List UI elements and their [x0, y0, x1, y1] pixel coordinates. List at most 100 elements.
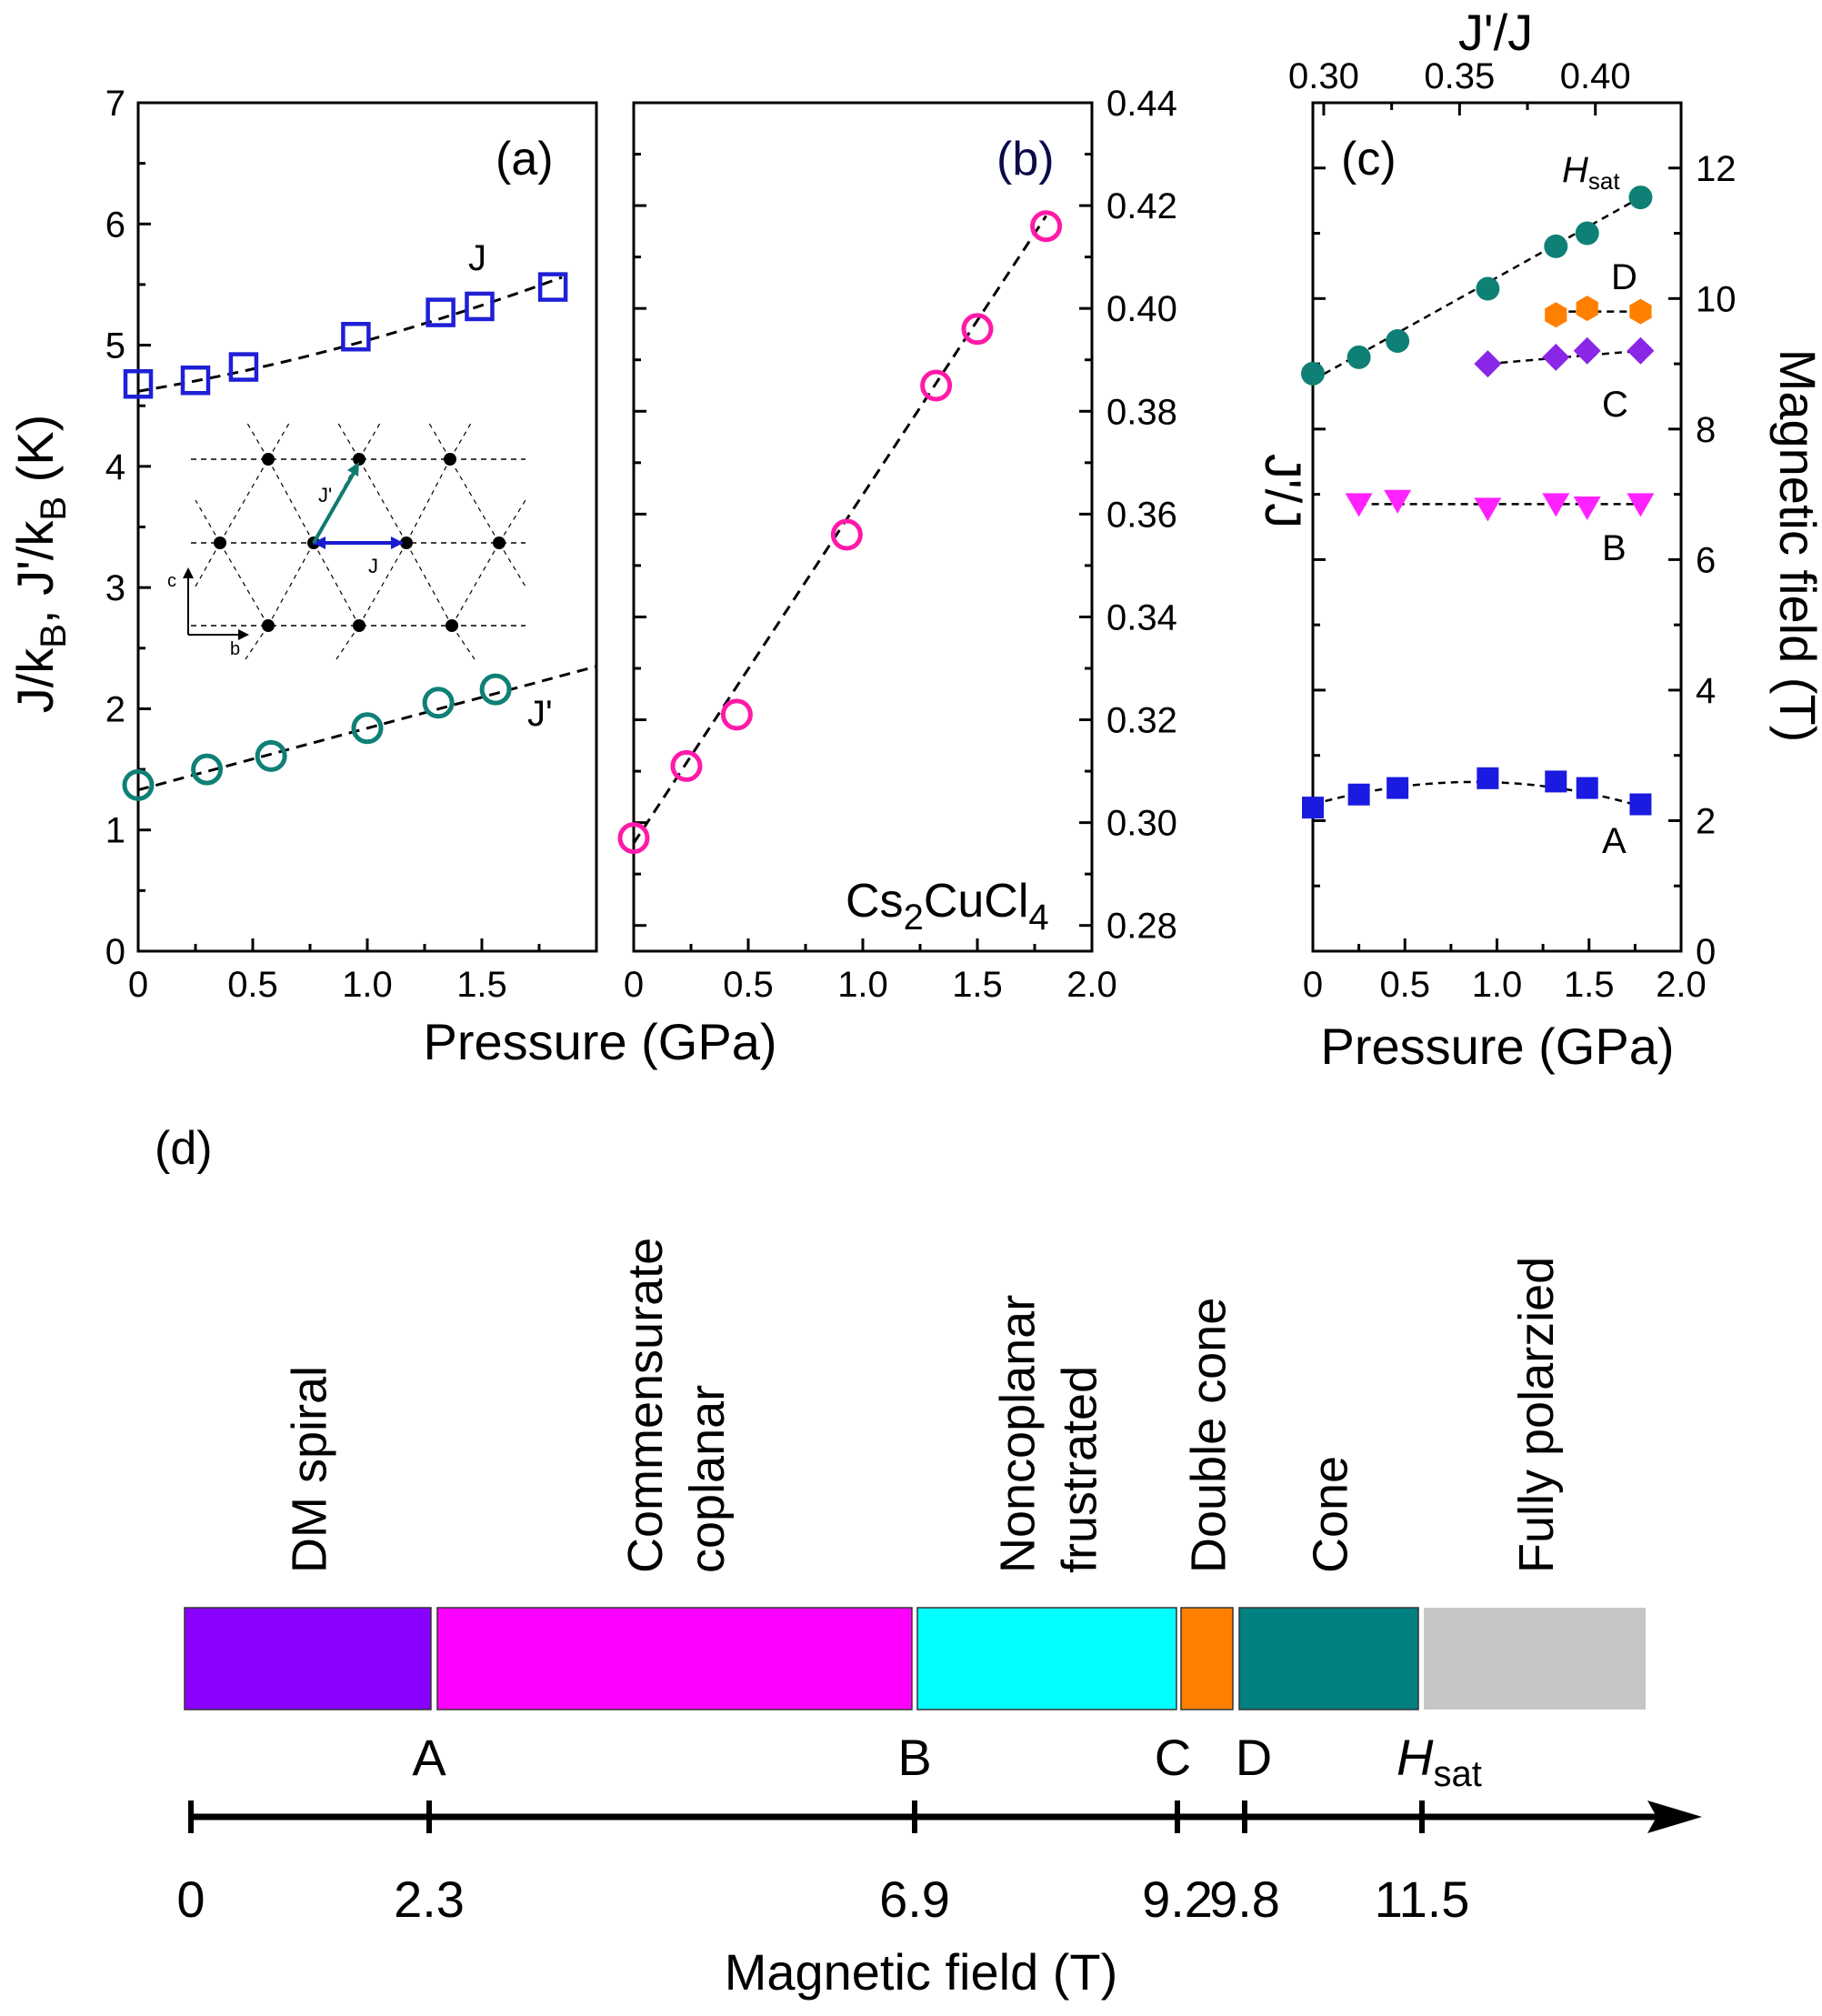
- hsat-data-point: [1346, 345, 1371, 369]
- series-jprime-label: J': [527, 694, 553, 734]
- a-data-point: [1302, 797, 1324, 819]
- c-data-point: [1542, 343, 1570, 371]
- ratio-data-point: [670, 749, 703, 782]
- panel-a-x-ticks: 0 0.5 1.0 1.5: [128, 938, 541, 1005]
- c-data-point: [1627, 336, 1655, 365]
- j-fit-line: [137, 276, 563, 393]
- j-data-point: [123, 368, 154, 399]
- hsat-boundary-subscript: sat: [1433, 1754, 1481, 1794]
- phase-label-line: Noncoplanar: [991, 1295, 1046, 1573]
- y-tick-label: 4: [1696, 671, 1716, 711]
- c-series-label: C: [1602, 385, 1628, 425]
- panel-a: 0 1 2 3 4 5 6 7 0 0.5 1.0 1.5 J J' c b (a) J J' J/kB,…: [6, 84, 598, 1005]
- boundary-letter: C: [1155, 1729, 1191, 1786]
- j-arrowhead: [313, 537, 325, 549]
- d-data-point: [1545, 302, 1567, 328]
- lattice-site: [445, 619, 458, 632]
- field-axis-arrowhead: [1647, 1800, 1702, 1833]
- b-data-point: [1345, 493, 1373, 517]
- lattice-bond: [195, 499, 221, 544]
- lattice-bond: [219, 458, 269, 544]
- lattice-bond: [267, 419, 292, 460]
- panel-c-label: (c): [1341, 133, 1397, 186]
- panel-c-top-ticks: 0.30 0.35 0.40: [1288, 56, 1631, 115]
- top-tick-label: 0.30: [1288, 56, 1359, 96]
- phase-label-line: Cone: [1304, 1456, 1358, 1573]
- y-tick-label: 0.38: [1106, 392, 1177, 432]
- y-tick-label: 0.32: [1106, 701, 1177, 741]
- jprime-data-point: [255, 739, 287, 772]
- panel-b-y-title: J'/J: [1255, 454, 1312, 528]
- lattice-bond: [267, 542, 315, 627]
- hsat-data-point: [1386, 328, 1410, 353]
- ratio-fit-line: [632, 215, 1047, 845]
- inset-b-label: b: [230, 639, 240, 659]
- pressure-axis-title-ab: Pressure (GPa): [424, 1013, 777, 1070]
- y-tick-label: 0.34: [1106, 597, 1177, 637]
- x-tick-label: 1.5: [1564, 965, 1615, 1005]
- panel-d-label: (d): [155, 1122, 213, 1175]
- ratio-data-point: [830, 518, 863, 551]
- a-data-point: [1387, 777, 1409, 799]
- phase-label-line: frustrated: [1053, 1366, 1107, 1573]
- boundary-letter: B: [897, 1729, 931, 1786]
- phase-bar: [1180, 1607, 1234, 1710]
- panel-a-label: (a): [496, 133, 554, 186]
- a-data-point: [1347, 783, 1370, 806]
- a-data-point: [1576, 777, 1598, 799]
- boundary-letter: D: [1236, 1729, 1272, 1786]
- field-tick-label: 9.8: [1209, 1871, 1280, 1928]
- panel-b-x-ticks: 0 0.5 1.0 1.5 2.0: [624, 938, 1117, 1005]
- phase-bar: [1424, 1608, 1646, 1710]
- hsat-data-point: [1575, 221, 1599, 246]
- y-tick-label: 0.30: [1106, 804, 1177, 844]
- field-axis: 0 2.3 6.9 9.29.8 11.5 A B C D Hsat: [176, 1729, 1702, 1928]
- ratio-data-point: [961, 313, 994, 346]
- x-tick-label: 1.5: [952, 965, 1003, 1005]
- y-tick-label: 8: [1696, 410, 1716, 450]
- phase-bar: [916, 1607, 1177, 1710]
- lattice-bond: [451, 625, 476, 660]
- y-tick-label: 12: [1696, 149, 1737, 189]
- panel-a-fit-lines: [137, 276, 597, 792]
- lattice-bond: [449, 419, 474, 460]
- phase-bars: [184, 1607, 1646, 1710]
- pressure-axis-title-c: Pressure (GPa): [1321, 1018, 1675, 1075]
- j-data-point: [425, 297, 456, 327]
- y-tick-label: 0: [1696, 932, 1716, 972]
- j-data-point: [180, 365, 211, 396]
- x-tick-label: 0: [128, 965, 148, 1005]
- hsat-data-point: [1301, 361, 1325, 386]
- phase-label-line: coplanar: [680, 1385, 735, 1573]
- panel-b: 0.28 0.30 0.32 0.34 0.36 0.38 0.40 0.42 0.44 0 0.…: [424, 84, 1313, 1070]
- y-tick-label: 4: [105, 447, 125, 487]
- j-data-point: [537, 272, 568, 302]
- y-tick-label: 0.40: [1106, 289, 1177, 329]
- lattice-bond: [219, 542, 269, 627]
- phase-bar: [1238, 1607, 1419, 1710]
- panel-c: 0 2 4 6 8 10 12 0 0.5 1.0 1.5 2.0 0.30 0.35 0.40 (c)…: [1288, 4, 1822, 1075]
- x-tick-label: 2.0: [1066, 965, 1117, 1005]
- j-arrowhead: [391, 537, 404, 549]
- a-series-label: A: [1602, 821, 1627, 861]
- lattice-bond: [358, 542, 407, 627]
- jprime-bond-arrow: [312, 467, 358, 544]
- ratio-data-point: [920, 369, 953, 402]
- x-tick-label: 0: [1303, 965, 1323, 1005]
- panel-c-top-title: J'/J: [1458, 4, 1533, 61]
- hsat-data-point: [1476, 276, 1500, 301]
- jprime-data-point: [422, 687, 455, 719]
- c-data-point: [1573, 336, 1601, 365]
- phase-label-line: Double cone: [1182, 1298, 1236, 1573]
- b-data-point: [1627, 493, 1655, 517]
- d-series-label: D: [1611, 257, 1637, 297]
- y-tick-label: 0.44: [1106, 84, 1177, 124]
- x-tick-label: 0.5: [227, 965, 278, 1005]
- x-tick-label: 1.0: [837, 965, 888, 1005]
- d-data-point: [1629, 298, 1652, 325]
- field-tick-label: 6.9: [879, 1871, 950, 1928]
- j-data-point: [341, 321, 371, 352]
- compound-label: Cs2CuCl4: [846, 875, 1049, 938]
- field-tick-label: 9.2: [1142, 1871, 1213, 1928]
